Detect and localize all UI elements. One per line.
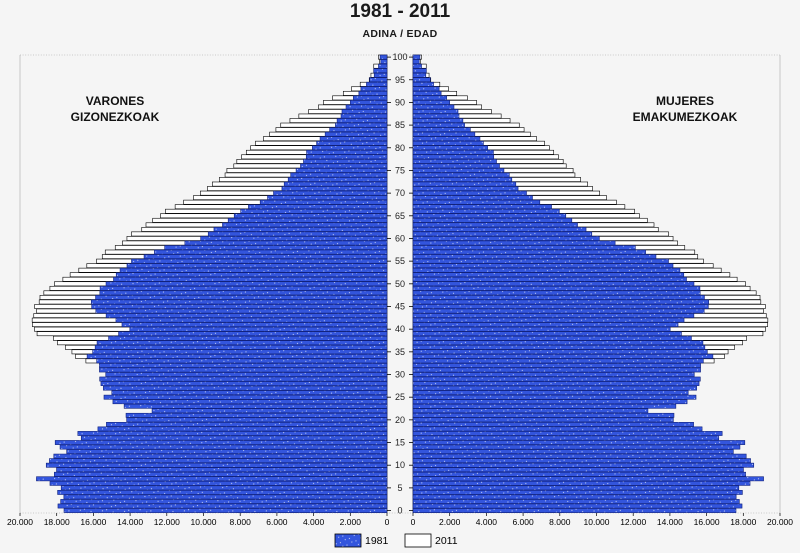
svg-text:12.000: 12.000 xyxy=(154,517,180,527)
svg-text:10.000: 10.000 xyxy=(584,517,610,527)
svg-text:2.000: 2.000 xyxy=(340,517,362,527)
svg-text:45: 45 xyxy=(395,301,405,311)
svg-text:50: 50 xyxy=(395,279,405,289)
svg-text:100: 100 xyxy=(392,52,407,62)
svg-text:95: 95 xyxy=(395,75,405,85)
svg-text:0: 0 xyxy=(385,517,390,527)
svg-text:80: 80 xyxy=(395,143,405,153)
svg-text:2011: 2011 xyxy=(435,535,458,547)
svg-text:85: 85 xyxy=(395,120,405,130)
svg-text:65: 65 xyxy=(395,211,405,221)
svg-text:0: 0 xyxy=(411,517,416,527)
svg-text:18.000: 18.000 xyxy=(730,517,756,527)
svg-text:2.000: 2.000 xyxy=(439,517,461,527)
svg-text:18.000: 18.000 xyxy=(44,517,70,527)
svg-text:4.000: 4.000 xyxy=(303,517,325,527)
svg-text:5: 5 xyxy=(397,483,402,493)
svg-text:1981: 1981 xyxy=(365,535,389,547)
svg-text:25: 25 xyxy=(395,392,405,402)
svg-text:70: 70 xyxy=(395,188,405,198)
svg-text:4.000: 4.000 xyxy=(476,517,498,527)
svg-text:16.000: 16.000 xyxy=(694,517,720,527)
svg-text:16.000: 16.000 xyxy=(80,517,106,527)
svg-text:40: 40 xyxy=(395,324,405,334)
svg-text:0: 0 xyxy=(397,506,402,516)
svg-text:14.000: 14.000 xyxy=(657,517,683,527)
svg-text:8.000: 8.000 xyxy=(549,517,571,527)
svg-text:14.000: 14.000 xyxy=(117,517,143,527)
svg-text:10.000: 10.000 xyxy=(191,517,217,527)
svg-text:20.000: 20.000 xyxy=(7,517,33,527)
svg-text:8.000: 8.000 xyxy=(230,517,252,527)
svg-text:55: 55 xyxy=(395,256,405,266)
svg-text:75: 75 xyxy=(395,165,405,175)
svg-text:12.000: 12.000 xyxy=(620,517,646,527)
svg-text:6.000: 6.000 xyxy=(512,517,534,527)
svg-text:10: 10 xyxy=(395,460,405,470)
svg-text:6.000: 6.000 xyxy=(266,517,288,527)
svg-text:20.000: 20.000 xyxy=(767,517,793,527)
svg-text:30: 30 xyxy=(395,370,405,380)
svg-text:35: 35 xyxy=(395,347,405,357)
svg-text:15: 15 xyxy=(395,438,405,448)
svg-text:60: 60 xyxy=(395,233,405,243)
svg-text:20: 20 xyxy=(395,415,405,425)
svg-text:90: 90 xyxy=(395,97,405,107)
